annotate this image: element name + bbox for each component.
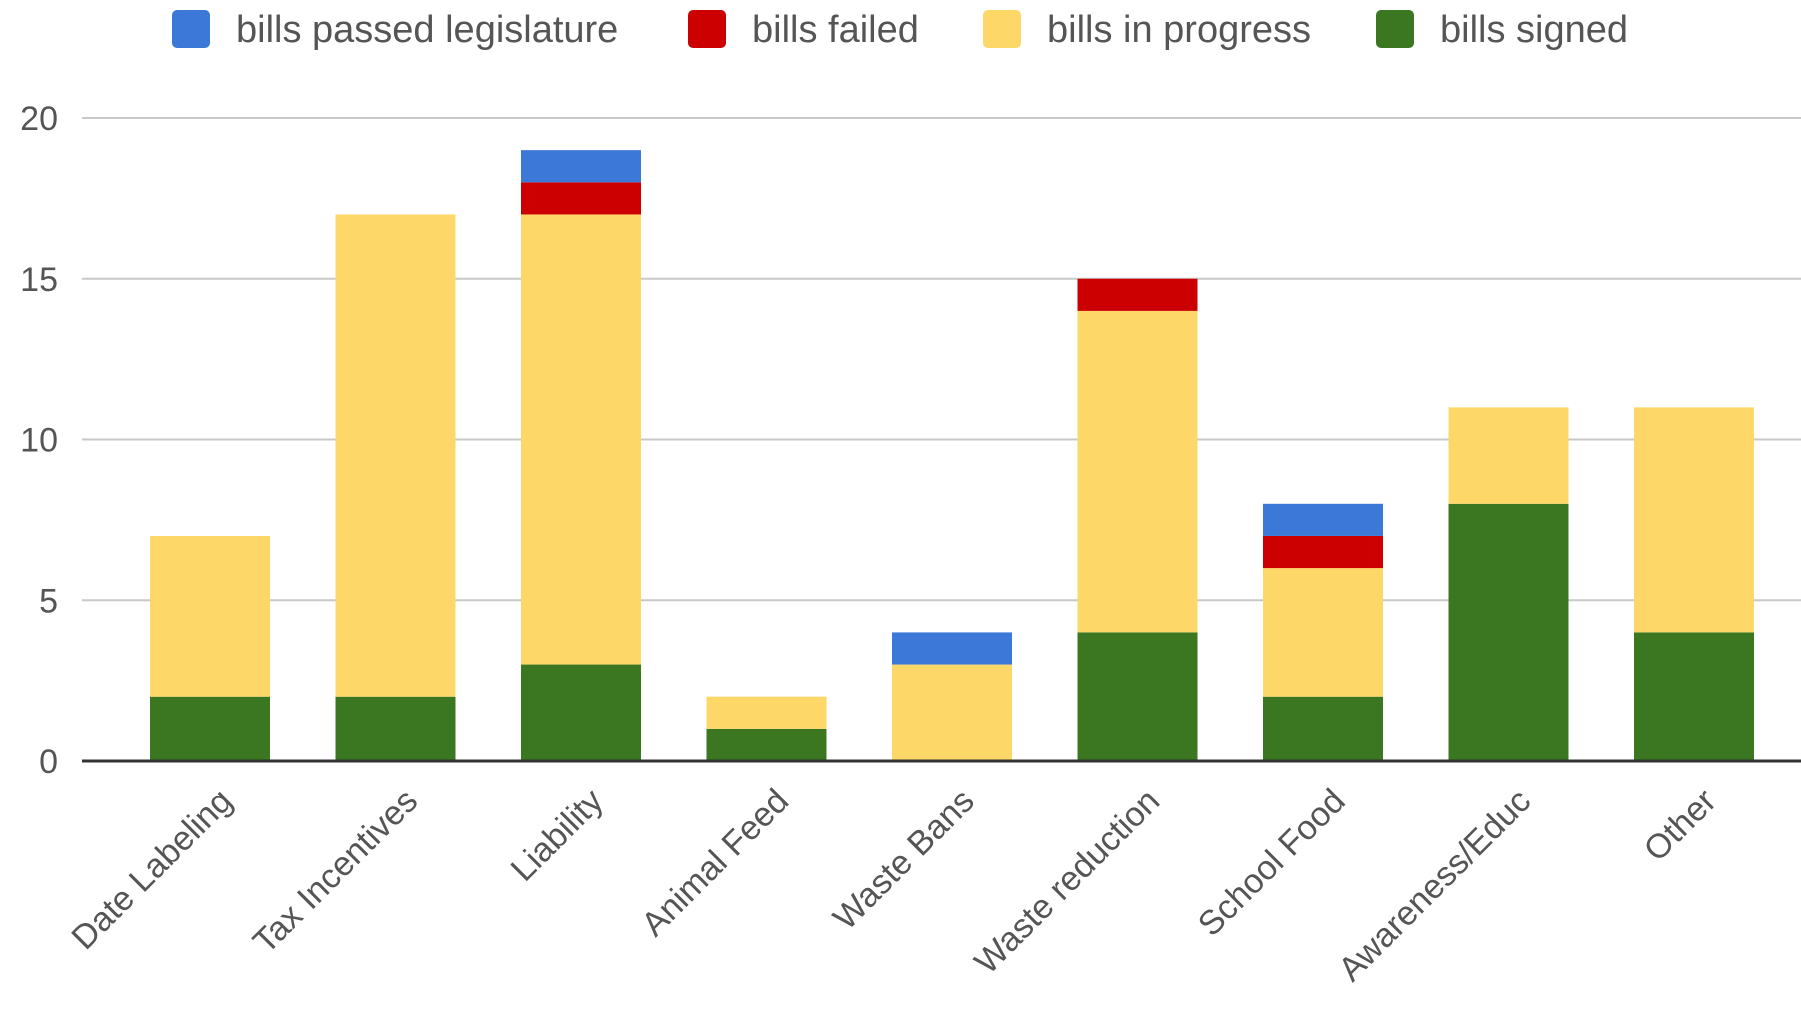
x-tick-label: Awareness/Educ bbox=[1331, 782, 1538, 989]
bar-segment bbox=[1263, 696, 1383, 761]
bar-segment bbox=[1077, 278, 1198, 311]
legend-swatch bbox=[1376, 10, 1414, 48]
x-tick-label: Liability bbox=[504, 782, 611, 889]
bar-segment bbox=[1634, 632, 1754, 761]
bar-segment bbox=[521, 182, 641, 215]
legend-swatch bbox=[688, 10, 726, 48]
bar-segment bbox=[521, 150, 641, 183]
legend-label: bills passed legislature bbox=[236, 9, 618, 51]
legend-item: bills signed bbox=[1376, 9, 1628, 51]
bar-segment bbox=[1448, 503, 1569, 761]
bar-segment bbox=[706, 728, 827, 761]
bar-segment bbox=[1263, 568, 1383, 697]
bar-segment bbox=[335, 696, 456, 761]
x-tick-label: Other bbox=[1637, 782, 1724, 869]
y-tick-label: 5 bbox=[39, 582, 58, 620]
bar-segment bbox=[521, 664, 641, 761]
x-tick-label: School Food bbox=[1191, 782, 1353, 944]
bar-segment bbox=[892, 632, 1012, 665]
x-tick-label: Waste Bans bbox=[826, 782, 982, 938]
legend-swatch bbox=[172, 10, 210, 48]
bar-segment bbox=[892, 664, 1012, 761]
legend-item: bills passed legislature bbox=[172, 9, 618, 51]
bar-segment bbox=[335, 214, 456, 697]
x-tick-label: Animal Feed bbox=[634, 782, 796, 944]
x-tick-label: Date Labeling bbox=[64, 782, 239, 957]
legend-label: bills signed bbox=[1440, 9, 1628, 51]
legend: bills passed legislature bills failed bill… bbox=[172, 9, 1628, 51]
legend-label: bills in progress bbox=[1047, 9, 1311, 51]
bar-segment bbox=[1634, 407, 1754, 633]
bar-segment bbox=[150, 535, 270, 697]
bars bbox=[150, 150, 1754, 761]
bar-segment bbox=[150, 696, 270, 761]
y-tick-label: 0 bbox=[39, 743, 58, 781]
legend-label: bills failed bbox=[752, 9, 919, 51]
y-tick-label: 10 bbox=[20, 422, 58, 460]
bar-segment bbox=[1263, 535, 1383, 569]
bar-segment bbox=[521, 214, 641, 665]
legend-item: bills in progress bbox=[983, 9, 1311, 51]
y-tick-label: 15 bbox=[20, 261, 58, 299]
x-tick-label: Tax Incentives bbox=[246, 782, 425, 961]
bar-segment bbox=[1077, 632, 1198, 761]
y-tick-label: 20 bbox=[20, 100, 58, 138]
bar-segment bbox=[1448, 407, 1569, 504]
legend-swatch bbox=[983, 10, 1021, 48]
x-tick-label: Waste reduction bbox=[967, 782, 1167, 982]
bar-segment bbox=[1077, 310, 1198, 633]
bar-segment bbox=[706, 696, 827, 729]
legend-item: bills failed bbox=[688, 9, 919, 51]
bar-segment bbox=[1263, 503, 1383, 536]
